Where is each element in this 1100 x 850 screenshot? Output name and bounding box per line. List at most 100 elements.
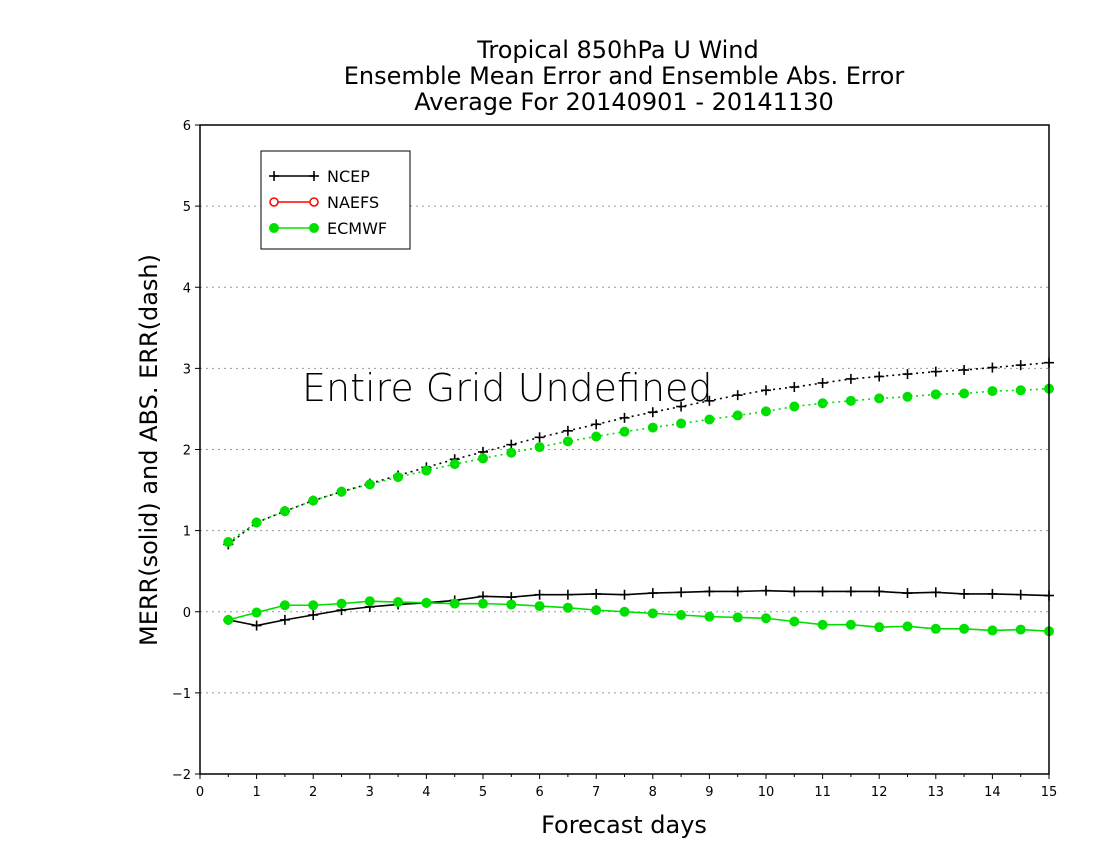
legend-item-naefs: NAEFS bbox=[269, 193, 379, 212]
y-tick-label: −2 bbox=[172, 768, 191, 783]
ecmwf-mean-error-point bbox=[1015, 624, 1026, 635]
ecmwf-mean-error-point bbox=[591, 605, 602, 616]
ncep-abs-error-point bbox=[732, 390, 743, 401]
ecmwf-mean-error-point bbox=[308, 600, 319, 611]
ecmwf-abs-error-point bbox=[223, 536, 234, 547]
legend-item-ncep: NCEP bbox=[269, 167, 370, 186]
ecmwf-abs-error-point bbox=[279, 506, 290, 517]
ecmwf-mean-error-point bbox=[279, 600, 290, 611]
ecmwf-mean-error-point bbox=[223, 614, 234, 625]
ecmwf-mean-error-point bbox=[732, 612, 743, 623]
x-tick-label: 15 bbox=[1041, 785, 1058, 800]
ecmwf-mean-error-point bbox=[647, 608, 658, 619]
legend-item-ecmwf: ECMWF bbox=[269, 219, 387, 238]
x-tick-label: 14 bbox=[984, 785, 1001, 800]
chart-title: Tropical 850hPa U Wind Ensemble Mean Err… bbox=[344, 36, 905, 116]
y-axis-ticks: −2 −1 0 1 2 3 4 5 6 bbox=[172, 119, 200, 783]
ecmwf-abs-error-point bbox=[647, 422, 658, 433]
chart-title-line-3: Average For 20140901 - 20141130 bbox=[414, 88, 834, 116]
ecmwf-mean-error-point bbox=[959, 623, 970, 634]
ecmwf-abs-error-point bbox=[959, 388, 970, 399]
ncep-abs-error-point bbox=[930, 366, 941, 377]
ecmwf-abs-error-point bbox=[336, 486, 347, 497]
legend-label: NAEFS bbox=[327, 193, 379, 212]
ncep-abs-error-point bbox=[987, 362, 998, 373]
ecmwf-mean-error-point bbox=[845, 619, 856, 630]
ncep-abs-error-point bbox=[562, 425, 573, 436]
ncep-abs-error-point bbox=[1015, 360, 1026, 371]
ncep-mean-error-point bbox=[704, 586, 715, 597]
ncep-mean-error-point bbox=[874, 586, 885, 597]
ncep-mean-error-point bbox=[817, 586, 828, 597]
ecmwf-abs-error-point bbox=[845, 395, 856, 406]
ecmwf-abs-error-point bbox=[506, 447, 517, 458]
legend-box bbox=[260, 150, 411, 250]
y-tick-label: 5 bbox=[183, 200, 191, 215]
x-tick-label: 7 bbox=[592, 785, 600, 800]
legend-marker-icon bbox=[269, 197, 279, 207]
y-tick-label: −1 bbox=[172, 687, 191, 702]
legend-marker-icon bbox=[309, 197, 319, 207]
x-tick-label: 2 bbox=[309, 785, 317, 800]
ecmwf-abs-error-point bbox=[704, 414, 715, 425]
chart-title-line-2: Ensemble Mean Error and Ensemble Abs. Er… bbox=[344, 62, 905, 90]
ncep-mean-error-point bbox=[591, 588, 602, 599]
ncep-mean-error-point bbox=[902, 588, 913, 599]
ecmwf-mean-error-point bbox=[789, 616, 800, 627]
ecmwf-mean-error-point bbox=[930, 623, 941, 634]
ncep-abs-error-point bbox=[704, 395, 715, 406]
ecmwf-abs-error-point bbox=[619, 426, 630, 437]
ncep-abs-error-point bbox=[902, 369, 913, 380]
ecmwf-abs-error-point bbox=[902, 391, 913, 402]
ecmwf-abs-error-point bbox=[817, 398, 828, 409]
ncep-mean-error-point bbox=[1015, 589, 1026, 600]
ecmwf-mean-error-point bbox=[364, 596, 375, 607]
x-tick-label: 8 bbox=[649, 785, 657, 800]
ncep-abs-error-point bbox=[534, 432, 545, 443]
undefined-grid-annotation: Entire Grid Undefined bbox=[302, 366, 713, 410]
ncep-mean-error-point bbox=[619, 589, 630, 600]
ecmwf-mean-error-point bbox=[506, 599, 517, 610]
x-axis-label: Forecast days bbox=[541, 811, 707, 839]
ecmwf-abs-error-point bbox=[1015, 385, 1026, 396]
ecmwf-abs-error-point bbox=[251, 517, 262, 528]
ecmwf-abs-error-point bbox=[761, 406, 771, 417]
ecmwf-mean-error-point bbox=[421, 597, 432, 608]
y-axis-label: MERR(solid) and ABS. ERR(dash) bbox=[135, 254, 163, 646]
plot-frame bbox=[199, 124, 1050, 775]
ecmwf-abs-error-point bbox=[676, 418, 687, 429]
ecmwf-mean-error-point bbox=[874, 622, 885, 633]
ecmwf-mean-error-point bbox=[817, 619, 828, 630]
x-tick-label: 11 bbox=[814, 785, 831, 800]
legend-marker-icon bbox=[269, 171, 279, 181]
ecmwf-abs-error-point bbox=[789, 401, 800, 412]
x-tick-label: 13 bbox=[928, 785, 945, 800]
chart-title-line-1: Tropical 850hPa U Wind bbox=[476, 36, 759, 64]
ecmwf-abs-error-point bbox=[874, 393, 885, 404]
ecmwf-mean-error-point bbox=[676, 609, 687, 620]
y-tick-label: 4 bbox=[183, 281, 191, 296]
y-tick-label: 2 bbox=[183, 444, 191, 459]
ncep-abs-error-point bbox=[789, 382, 800, 393]
ecmwf-mean-error-point bbox=[761, 613, 771, 624]
x-tick-label: 0 bbox=[196, 785, 204, 800]
ncep-mean-error-point bbox=[930, 587, 941, 598]
ncep-mean-error-point bbox=[534, 589, 545, 600]
ncep-mean-error-point bbox=[647, 588, 658, 599]
ncep-abs-error-point bbox=[761, 385, 771, 396]
legend-marker-icon bbox=[309, 171, 319, 181]
legend-marker-icon bbox=[309, 223, 319, 233]
ncep-mean-error-point bbox=[959, 588, 970, 599]
x-axis-ticks: 0 1 2 3 4 5 6 7 8 9 10 11 12 13 14 15 bbox=[196, 774, 1057, 800]
ncep-abs-error-point bbox=[647, 407, 658, 418]
ecmwf-mean-error-point bbox=[393, 597, 404, 608]
ecmwf-mean-error-point bbox=[478, 598, 488, 609]
ecmwf-abs-error-point bbox=[364, 479, 375, 490]
ecmwf-abs-error-point bbox=[478, 453, 488, 464]
ecmwf-abs-error-line bbox=[227, 387, 1050, 543]
ncep-abs-error-point bbox=[959, 364, 970, 375]
ncep-mean-error-point bbox=[987, 588, 998, 599]
ncep-mean-error-line bbox=[228, 589, 1050, 627]
x-tick-label: 1 bbox=[252, 785, 260, 800]
